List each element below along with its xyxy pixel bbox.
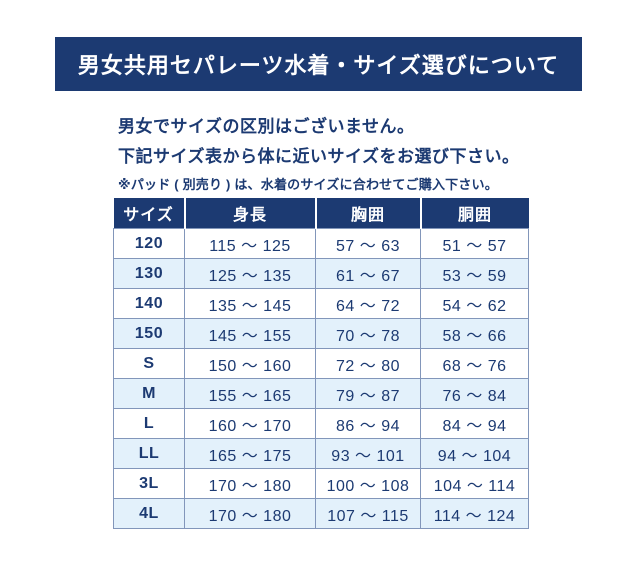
size-table-row-LL: LL 165 ～ 175 93 ～ 101 94 ～ 104 [113, 438, 529, 469]
measurement-cell: 53 ～ 59 [420, 258, 529, 289]
measurement-cell: 86 ～ 94 [315, 408, 421, 439]
page-title: 男女共用セパレーツ水着・サイズ選びについて [77, 53, 560, 78]
measurement-cell: 58 ～ 66 [420, 318, 529, 349]
intro-line-2: 下記サイズ表から体に近いサイズをお選び下さい。 [118, 147, 520, 166]
measurement-cell: 150 ～ 160 [184, 348, 316, 379]
measurement-cell: 104 ～ 114 [420, 468, 529, 499]
size-cell: 140 [113, 288, 185, 319]
size-cell: 4L [113, 498, 185, 529]
measurement-cell: 93 ～ 101 [315, 438, 421, 469]
size-cell: 120 [113, 228, 185, 259]
size-table-header-col-3: 胴囲 [419, 198, 529, 229]
size-table-row-150: 150 145 ～ 155 70 ～ 78 58 ～ 66 [113, 318, 529, 349]
size-cell: 150 [113, 318, 185, 349]
measurement-cell: 170 ～ 180 [184, 468, 316, 499]
size-cell: 3L [113, 468, 185, 499]
measurement-cell: 165 ～ 175 [184, 438, 316, 469]
measurement-cell: 100 ～ 108 [315, 468, 421, 499]
size-table-row-130: 130 125 ～ 135 61 ～ 67 53 ～ 59 [113, 258, 529, 289]
measurement-cell: 125 ～ 135 [184, 258, 316, 289]
size-table: サイズ 身長 胸囲 胴囲 120 115 ～ 125 57 ～ 63 51 ～ 57 130 1… [113, 198, 529, 529]
size-table-row-4L: 4L 170 ～ 180 107 ～ 115 114 ～ 124 [113, 498, 529, 529]
size-table-row-L: L 160 ～ 170 86 ～ 94 84 ～ 94 [113, 408, 529, 439]
size-table-row-M: M 155 ～ 165 79 ～ 87 76 ～ 84 [113, 378, 529, 409]
size-table-row-140: 140 135 ～ 145 64 ～ 72 54 ～ 62 [113, 288, 529, 319]
measurement-cell: 64 ～ 72 [315, 288, 421, 319]
measurement-cell: 115 ～ 125 [184, 228, 316, 259]
size-cell: M [113, 378, 185, 409]
measurement-cell: 76 ～ 84 [420, 378, 529, 409]
measurement-cell: 155 ～ 165 [184, 378, 316, 409]
measurement-cell: 84 ～ 94 [420, 408, 529, 439]
measurement-cell: 72 ～ 80 [315, 348, 421, 379]
size-cell: L [113, 408, 185, 439]
size-table-header-row: サイズ 身長 胸囲 胴囲 [113, 198, 529, 229]
size-table-row-120: 120 115 ～ 125 57 ～ 63 51 ～ 57 [113, 228, 529, 259]
measurement-cell: 68 ～ 76 [420, 348, 529, 379]
measurement-cell: 94 ～ 104 [420, 438, 529, 469]
measurement-cell: 114 ～ 124 [420, 498, 529, 529]
measurement-cell: 135 ～ 145 [184, 288, 316, 319]
size-cell: S [113, 348, 185, 379]
measurement-cell: 160 ～ 170 [184, 408, 316, 439]
measurement-cell: 51 ～ 57 [420, 228, 529, 259]
size-table-body: 120 115 ～ 125 57 ～ 63 51 ～ 57 130 125 ～ 135 61… [113, 228, 529, 529]
size-table-header-col-2: 胸囲 [314, 198, 421, 229]
measurement-cell: 61 ～ 67 [315, 258, 421, 289]
size-cell: 130 [113, 258, 185, 289]
measurement-cell: 145 ～ 155 [184, 318, 316, 349]
page-title-banner: 男女共用セパレーツ水着・サイズ選びについて [55, 37, 582, 91]
measurement-cell: 57 ～ 63 [315, 228, 421, 259]
size-table-header-col-1: 身長 [183, 198, 316, 229]
intro-note: ※パッド ( 別売り ) は、水着のサイズに合わせてご購入下さい。 [118, 177, 498, 192]
intro-text-block: 男女でサイズの区別はございません。 下記サイズ表から体に近いサイズをお選び下さい… [118, 112, 519, 193]
size-cell: LL [113, 438, 185, 469]
measurement-cell: 107 ～ 115 [315, 498, 421, 529]
size-table-row-3L: 3L 170 ～ 180 100 ～ 108 104 ～ 114 [113, 468, 529, 499]
measurement-cell: 54 ～ 62 [420, 288, 529, 319]
measurement-cell: 170 ～ 180 [184, 498, 316, 529]
measurement-cell: 70 ～ 78 [315, 318, 421, 349]
measurement-cell: 79 ～ 87 [315, 378, 421, 409]
intro-line-1: 男女でサイズの区別はございません。 [118, 117, 415, 136]
size-table-row-S: S 150 ～ 160 72 ～ 80 68 ～ 76 [113, 348, 529, 379]
size-table-header-col-0: サイズ [113, 198, 185, 229]
